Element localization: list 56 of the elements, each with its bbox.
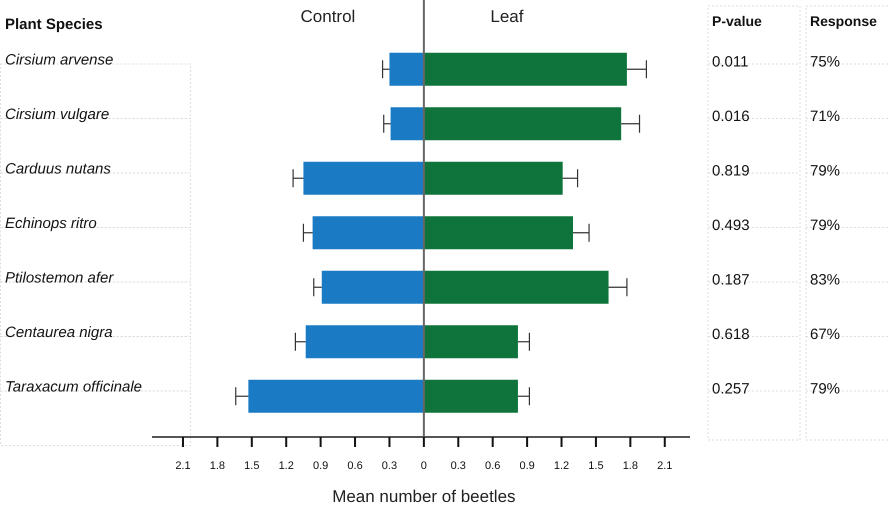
- x-tick-label: 1.5: [244, 460, 260, 472]
- text: 71%: [810, 108, 840, 125]
- y-axis-title: Plant Species: [5, 16, 103, 33]
- bar: [248, 380, 424, 413]
- text: 0.618: [712, 326, 750, 343]
- x-tick-label: 0.9: [519, 460, 535, 472]
- bar: [424, 216, 573, 250]
- x-tick-label: 1.2: [554, 460, 570, 472]
- text: 79%: [810, 380, 840, 398]
- text: 0.819: [712, 162, 750, 180]
- x-tick-label: 2.1: [657, 460, 672, 472]
- bar: [306, 325, 424, 358]
- x-tick-label: 0.6: [347, 460, 363, 472]
- x-tick-label: 2.1: [175, 460, 191, 472]
- text: 75%: [810, 53, 840, 70]
- text: 0.493: [712, 216, 750, 234]
- text: 79%: [810, 216, 840, 234]
- bar: [312, 216, 424, 250]
- bar: [303, 162, 424, 195]
- y-tick-label: Cirsium vulgare: [5, 106, 110, 123]
- bar: [322, 270, 424, 304]
- x-tick-label: 1.5: [588, 460, 604, 472]
- y-tick-label: Taraxacum officinale: [5, 378, 142, 396]
- x-tick-label: 0.6: [485, 460, 500, 472]
- series-label: Leaf: [490, 7, 524, 26]
- y-tick-label: Echinops ritro: [5, 214, 97, 232]
- bar: [424, 325, 518, 358]
- x-tick-label: 0.9: [312, 460, 328, 472]
- y-tick-label: Ptilostemon afer: [5, 269, 114, 286]
- text: 0.257: [712, 380, 750, 398]
- text: 0.187: [712, 271, 750, 288]
- bar: [390, 107, 424, 140]
- text: 67%: [810, 326, 840, 343]
- y-tick-label: Carduus nutans: [5, 160, 112, 178]
- text: 0.011: [712, 53, 748, 70]
- x-axis-title: Mean number of beetles: [332, 487, 516, 506]
- text: P-value: [712, 13, 762, 29]
- bar: [424, 270, 609, 304]
- x-tick-label: 0: [420, 460, 427, 472]
- y-tick-label: Centaurea nigra: [5, 324, 113, 341]
- bar: [424, 162, 563, 195]
- text: 79%: [810, 162, 840, 180]
- bar: [424, 107, 622, 140]
- text: 83%: [810, 271, 840, 288]
- text: Response: [810, 13, 878, 29]
- text: 0.016: [712, 108, 750, 125]
- x-tick-label: 1.8: [622, 460, 638, 472]
- bar: [424, 52, 627, 86]
- x-tick-label: 0.3: [382, 460, 398, 472]
- bar: [424, 380, 518, 413]
- y-tick-label: Cirsium arvense: [5, 51, 114, 68]
- x-tick-label: 0.3: [450, 460, 466, 472]
- x-tick-label: 1.2: [278, 460, 294, 472]
- text: Control: [300, 7, 356, 26]
- x-tick-label: 1.8: [210, 460, 226, 472]
- bar: [389, 52, 424, 86]
